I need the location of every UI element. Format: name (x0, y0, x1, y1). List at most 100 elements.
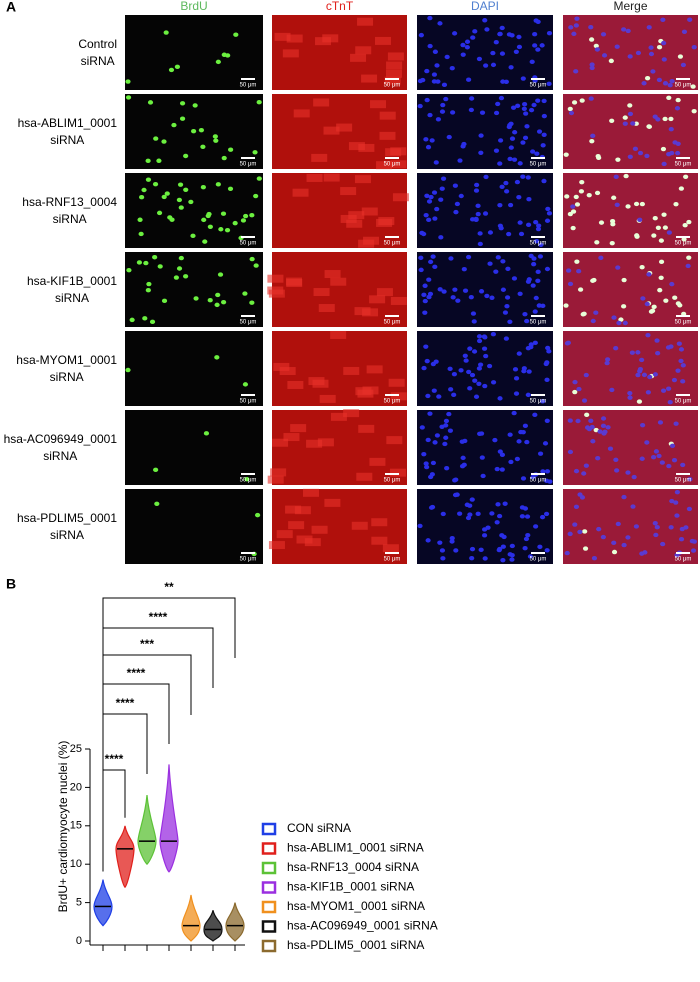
texture (541, 132, 547, 138)
texture (390, 160, 407, 169)
column-header: BrdU (180, 0, 207, 13)
texture (429, 138, 435, 143)
texture (574, 202, 581, 207)
scale-bar-label: 50 μm (530, 83, 547, 89)
texture (622, 320, 628, 326)
significance-label: **** (116, 696, 135, 710)
texture (511, 410, 517, 416)
texture (467, 386, 473, 391)
texture (434, 63, 440, 68)
texture (622, 121, 628, 126)
texture (535, 47, 541, 52)
legend-label: hsa-PDLIM5_0001 siRNA (287, 938, 424, 952)
violin (181, 894, 201, 942)
texture (621, 542, 627, 548)
texture (178, 205, 184, 210)
texture (311, 153, 328, 162)
texture (690, 84, 696, 89)
scale-bar-label: 50 μm (675, 162, 692, 168)
texture (447, 366, 453, 372)
texture (178, 255, 184, 261)
texture (423, 344, 429, 349)
texture (588, 418, 594, 423)
micrograph: 50 μm (125, 15, 263, 90)
texture (525, 392, 531, 398)
texture (256, 99, 262, 105)
texture (432, 440, 438, 445)
texture (439, 548, 446, 553)
texture (146, 281, 152, 287)
micrograph: 50 μm (417, 331, 553, 406)
texture (494, 520, 500, 525)
texture (450, 110, 456, 115)
texture (625, 204, 631, 209)
texture (356, 472, 373, 481)
texture (156, 158, 162, 163)
texture (652, 372, 658, 377)
texture (273, 362, 290, 371)
texture (520, 76, 526, 81)
micrograph: 50 μm (272, 330, 407, 406)
texture (594, 240, 600, 245)
texture (660, 17, 666, 22)
micrograph: 50 μm (125, 410, 263, 485)
texture (482, 383, 488, 389)
texture (618, 317, 624, 322)
texture (423, 137, 429, 142)
texture (190, 128, 197, 134)
texture (161, 139, 167, 144)
texture (346, 219, 363, 228)
texture (497, 449, 503, 454)
texture (546, 211, 553, 216)
texture (220, 299, 227, 305)
texture (287, 380, 304, 389)
texture (286, 278, 303, 287)
texture (232, 220, 238, 226)
texture (656, 453, 662, 459)
texture (436, 394, 442, 399)
legend-label: hsa-RNF13_0004 siRNA (287, 860, 419, 874)
texture (443, 96, 449, 102)
texture (526, 369, 532, 374)
micrograph-bg (563, 173, 698, 248)
texture (428, 505, 435, 510)
texture (662, 116, 668, 122)
texture (582, 546, 589, 551)
legend-swatch (261, 822, 277, 836)
texture (686, 506, 693, 512)
texture (497, 161, 503, 166)
texture (538, 242, 544, 248)
texture (663, 298, 669, 303)
texture (505, 266, 511, 272)
texture (614, 468, 620, 473)
micrograph: 50 μm (272, 94, 407, 170)
row-label: hsa-PDLIM5_0001 (17, 511, 117, 525)
texture (465, 515, 472, 521)
texture (678, 347, 685, 352)
texture (446, 134, 452, 140)
texture (469, 546, 476, 552)
texture (384, 76, 401, 85)
texture (564, 550, 570, 556)
texture (476, 381, 482, 386)
texture (137, 217, 143, 222)
texture (243, 213, 249, 219)
texture (448, 387, 454, 392)
texture (660, 146, 667, 152)
texture (279, 367, 296, 376)
texture (256, 176, 262, 181)
texture (536, 129, 543, 134)
texture (631, 474, 637, 480)
texture (493, 110, 500, 116)
texture (614, 44, 620, 49)
texture (655, 117, 661, 122)
texture (145, 287, 151, 293)
texture (432, 49, 438, 54)
scale-bar-label: 50 μm (240, 399, 257, 405)
texture (220, 211, 227, 216)
texture (581, 471, 587, 476)
texture (145, 177, 152, 182)
texture (653, 449, 660, 454)
texture (567, 106, 573, 112)
texture (221, 155, 227, 161)
